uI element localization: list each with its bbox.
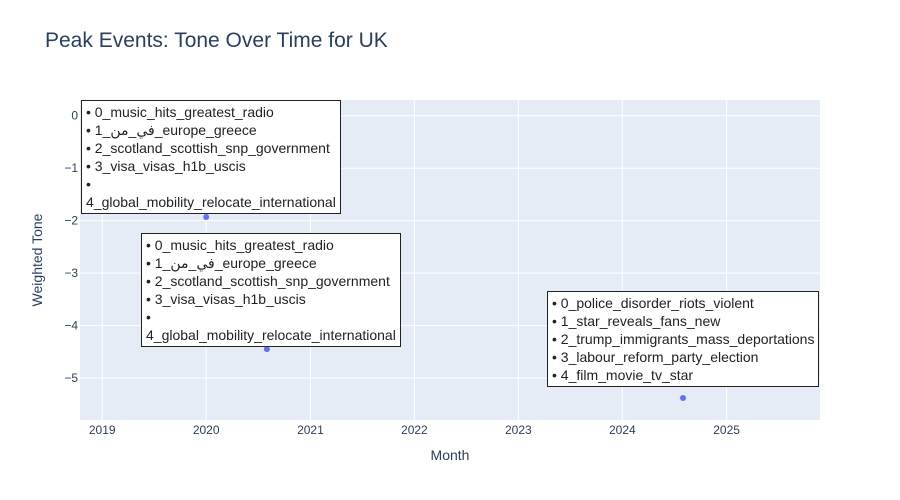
tick-labels: 2019 2020 2021 2022 2023 2024 2025 0 −1 −2 −3 −4 −5	[64, 109, 740, 437]
x-tick-label: 2020	[193, 423, 220, 437]
y-tick-label: −4	[64, 319, 78, 333]
data-points[interactable]	[203, 213, 686, 401]
y-tick-label: −2	[64, 214, 78, 228]
annotation-line: • 2_trump_immigrants_mass_deportations	[552, 331, 815, 347]
x-tick-label: 2025	[713, 423, 740, 437]
data-point[interactable]	[203, 213, 210, 220]
data-point[interactable]	[263, 346, 270, 353]
annotation-line: •	[146, 309, 151, 325]
annotation-line: • 1_star_reveals_fans_new	[552, 313, 721, 329]
y-axis-title: Weighted Tone	[29, 213, 45, 306]
annotation-line: • 4_film_movie_tv_star	[552, 367, 694, 383]
annotation-line: • 0_music_hits_greatest_radio	[86, 104, 274, 120]
chart-title: Peak Events: Tone Over Time for UK	[45, 29, 388, 52]
annotation-line: 4_global_mobility_relocate_international	[146, 327, 396, 343]
x-tick-label: 2024	[609, 423, 636, 437]
annotation-line: • 3_labour_reform_party_election	[552, 349, 759, 365]
annotation-box: • 0_police_disorder_riots_violent • 1_sta…	[547, 291, 820, 387]
annotation-box: • 0_music_hits_greatest_radio • 1_في_من_e…	[141, 233, 401, 347]
annotation-line: • 0_music_hits_greatest_radio	[146, 237, 334, 253]
annotation-line: • 1_في_من_europe_greece	[86, 122, 257, 138]
y-tick-label: −3	[64, 266, 78, 280]
y-tick-label: −5	[64, 371, 78, 385]
x-tick-label: 2019	[89, 423, 116, 437]
x-tick-label: 2023	[505, 423, 532, 437]
annotation-line: • 2_scotland_scottish_snp_government	[146, 273, 390, 289]
annotation-line: • 0_police_disorder_riots_violent	[552, 295, 754, 311]
annotation-line: • 3_visa_visas_h1b_uscis	[86, 158, 246, 174]
annotation-line: • 2_scotland_scottish_snp_government	[86, 140, 330, 156]
y-tick-label: −1	[64, 161, 78, 175]
x-axis-title: Month	[431, 447, 470, 463]
annotation-line: •	[86, 176, 91, 192]
x-tick-label: 2021	[297, 423, 324, 437]
annotation-line: 4_global_mobility_relocate_international	[86, 194, 336, 210]
x-tick-label: 2022	[401, 423, 428, 437]
annotation-line: • 3_visa_visas_h1b_uscis	[146, 291, 306, 307]
annotation-box: • 0_music_hits_greatest_radio • 1_في_من_e…	[81, 100, 341, 214]
annotation-line: • 1_في_من_europe_greece	[146, 255, 317, 271]
y-tick-label: 0	[71, 109, 78, 123]
data-point[interactable]	[679, 394, 686, 401]
